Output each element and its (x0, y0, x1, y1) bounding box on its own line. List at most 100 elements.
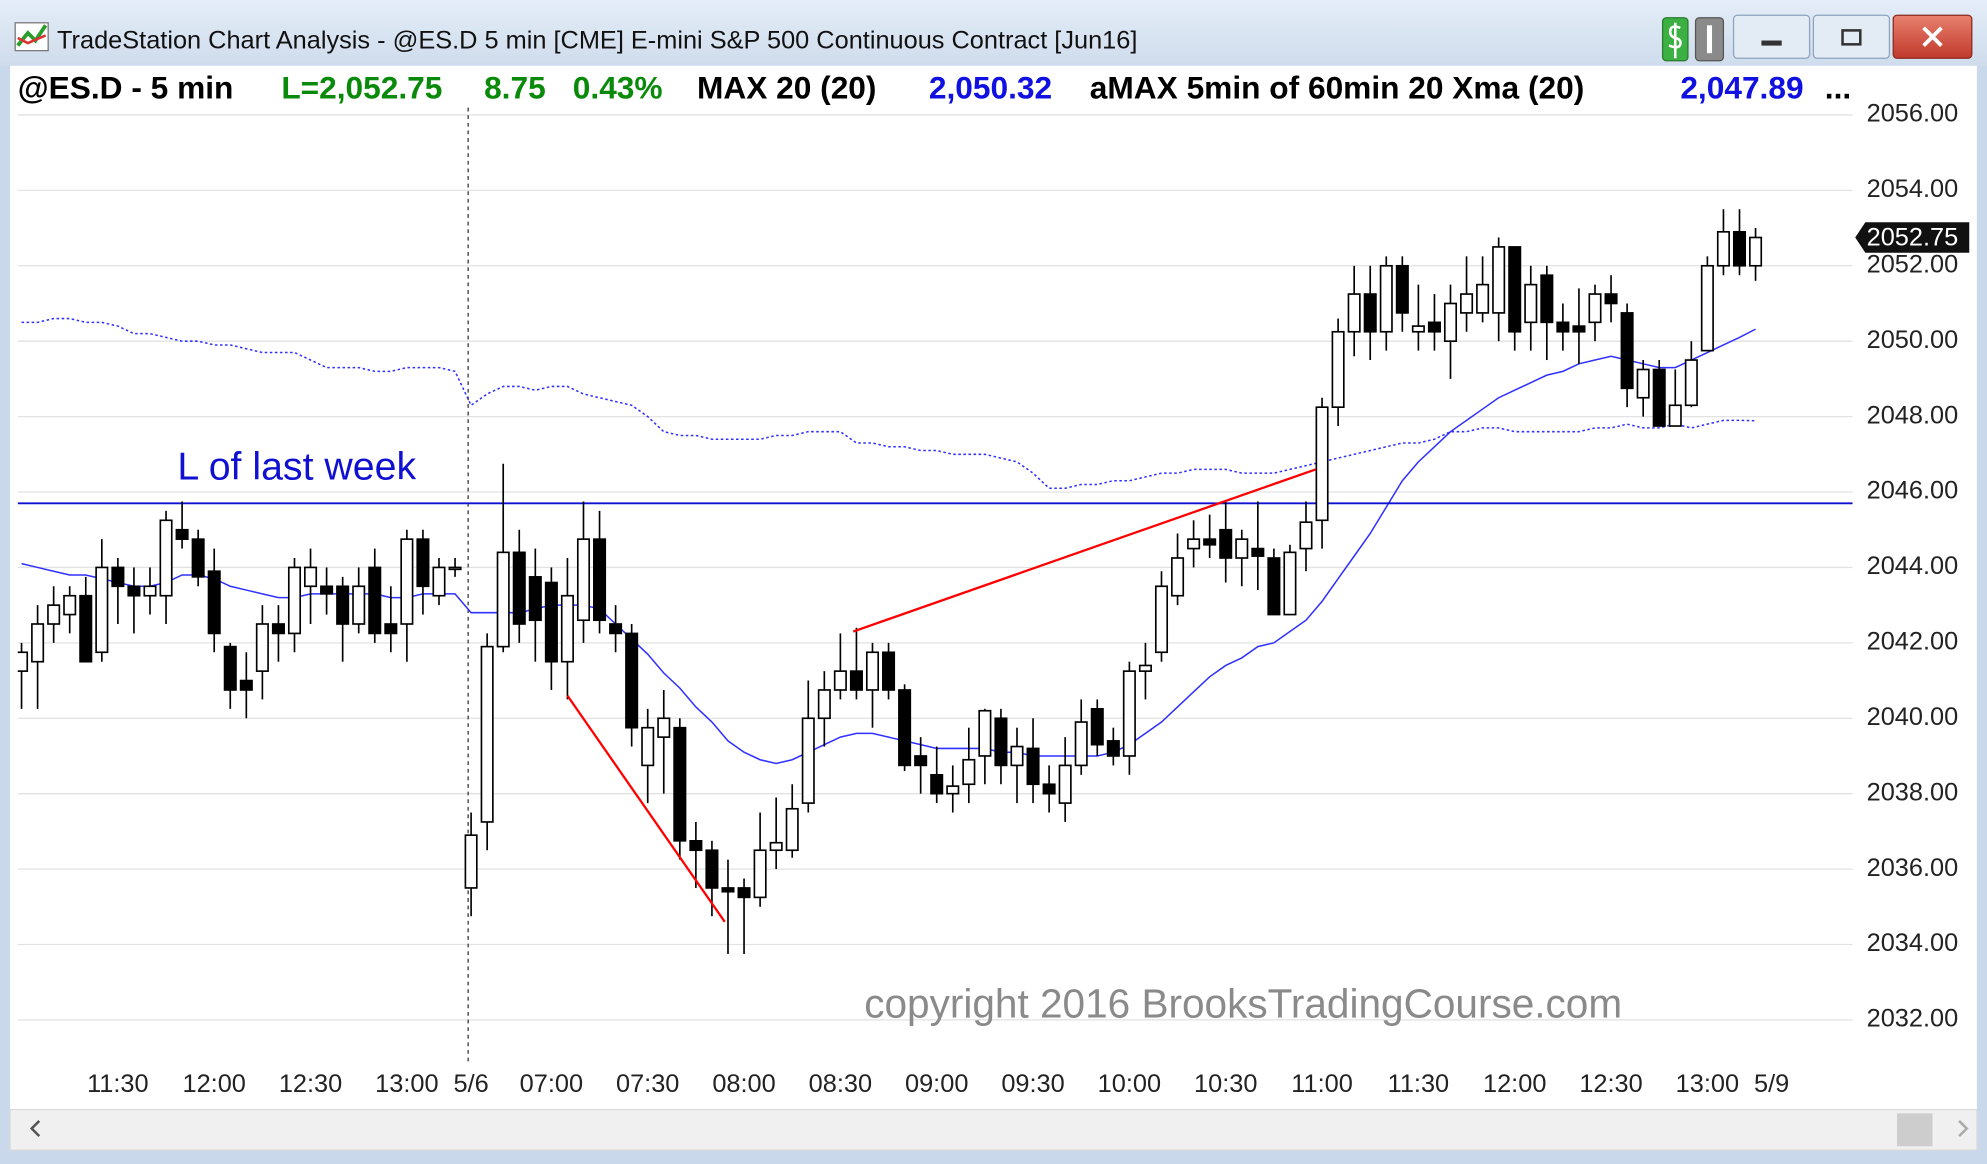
candle-body (865, 651, 880, 691)
candle-body (432, 566, 446, 597)
x-tick-label: 07:30 (616, 1070, 679, 1098)
x-tick-label: 12:00 (1483, 1070, 1546, 1098)
indicator-name: aMAX 5min of 60min 20 Xma (20) (1090, 69, 1584, 105)
candle-body (159, 519, 173, 597)
x-tick-label: 12:30 (279, 1070, 342, 1098)
candle-body (898, 689, 912, 767)
candle-body (1508, 246, 1522, 333)
window-title: TradeStation Chart Analysis - @ES.D 5 mi… (57, 26, 1137, 54)
symbol: @ES.D - 5 min (18, 69, 234, 105)
y-tick-label: 2056.00 (1867, 100, 1959, 128)
candle-body (801, 717, 815, 804)
header-ellipsis: ... (1825, 69, 1851, 105)
x-tick-label: 5/6 (453, 1070, 488, 1098)
candle-body (1492, 246, 1506, 314)
minimize-button[interactable] (1732, 14, 1811, 59)
candle-body (560, 594, 574, 663)
candle-body (930, 774, 944, 795)
price-tag: 2052.75 (1867, 223, 1959, 251)
indicator-name: MAX 20 (20) (697, 69, 876, 105)
app-icon (14, 22, 49, 52)
pct-change: 0.43% (573, 69, 663, 105)
scroll-thumb[interactable] (1897, 1113, 1933, 1147)
candle-body (1010, 745, 1024, 767)
scroll-left[interactable] (29, 1120, 41, 1138)
candle-body (63, 594, 77, 616)
candle-body (175, 528, 189, 540)
x-tick-label: 13:00 (375, 1070, 438, 1098)
candle-body (689, 839, 703, 852)
candle-body (705, 849, 719, 889)
candle-body (1540, 274, 1554, 324)
x-tick-label: 09:00 (905, 1070, 968, 1098)
x-tick-label: 11:30 (1388, 1070, 1450, 1098)
scrollbar[interactable] (9, 1108, 1978, 1151)
candle-body (95, 566, 109, 654)
x-tick-label: 10:30 (1194, 1070, 1257, 1098)
candle-body (544, 581, 558, 663)
x-tick-label: 08:30 (809, 1070, 872, 1098)
candle-body (464, 834, 478, 889)
x-tick-label: 5/9 (1754, 1070, 1789, 1098)
candle-body (480, 645, 494, 823)
y-tick-label: 2034.00 (1867, 929, 1959, 957)
toolbar-buttons[interactable] (1661, 14, 1973, 62)
y-tick-label: 2038.00 (1867, 778, 1959, 806)
candle-body (336, 585, 350, 625)
scroll-right[interactable] (1958, 1120, 1969, 1138)
candle-body (576, 538, 591, 622)
candle-body (1379, 264, 1393, 333)
candle-body (1732, 231, 1747, 267)
candle-body (1251, 547, 1265, 557)
y-tick-label: 2040.00 (1867, 703, 1959, 731)
y-tick-label: 2046.00 (1867, 477, 1959, 505)
candle-body (79, 594, 93, 663)
candle-body (962, 758, 976, 786)
y-tick-label: 2042.00 (1867, 628, 1959, 656)
restore-button[interactable] (1812, 14, 1891, 59)
candle-body (1315, 406, 1329, 522)
candle-body (207, 570, 221, 635)
candle-body (1042, 783, 1056, 795)
candle-body (817, 689, 831, 720)
trend-line (852, 468, 1317, 633)
moving-average (21, 317, 1756, 490)
candle-body (320, 585, 334, 595)
candle-body (528, 576, 542, 622)
candle-body (1171, 557, 1185, 597)
candle-body (1524, 283, 1538, 324)
x-tick-label: 13:00 (1676, 1070, 1739, 1098)
candle-body (143, 585, 157, 597)
candle-body (849, 670, 863, 691)
candle-body (946, 785, 960, 795)
candle-body (641, 726, 655, 767)
x-tick-label: 09:30 (1001, 1070, 1064, 1098)
candle-body (496, 551, 510, 648)
candle-body (384, 623, 398, 635)
candle-body (368, 566, 382, 635)
candle-body (1299, 521, 1313, 550)
candle-body (1684, 359, 1698, 407)
candle-body (287, 566, 302, 635)
candle-body (1620, 312, 1634, 390)
candle-body (1476, 283, 1490, 314)
candle-body (833, 670, 847, 691)
candle-body (753, 849, 767, 899)
candle-body (1267, 557, 1281, 616)
candle-body (1154, 585, 1169, 654)
candle-body (1716, 231, 1730, 267)
candle-body (304, 566, 318, 588)
candle-body (1347, 293, 1361, 333)
candle-body (785, 807, 799, 852)
candle-body (882, 651, 896, 691)
candle-body (1106, 740, 1120, 757)
candle-body (191, 538, 205, 578)
candle-body (1122, 670, 1136, 757)
candle-body (47, 604, 61, 625)
y-tick-label: 2048.00 (1867, 401, 1959, 429)
candle-body (1700, 264, 1714, 352)
x-tick-label: 12:00 (183, 1070, 246, 1098)
candle-body (721, 887, 735, 893)
candle-body (512, 551, 526, 625)
